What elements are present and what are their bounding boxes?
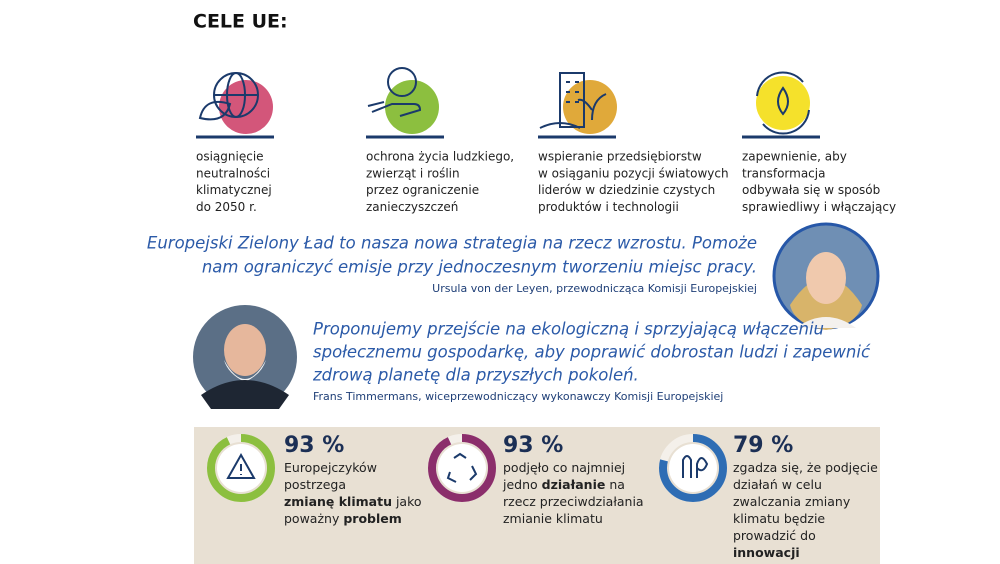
stat-line: klimatu będzie bbox=[733, 511, 825, 526]
quote-line: zdrową planetę dla przyszłych pokoleń. bbox=[312, 366, 639, 385]
ring-value bbox=[659, 434, 727, 502]
goal-text: zwierząt i roślin bbox=[366, 166, 460, 180]
stat-run: Europejczyków bbox=[284, 460, 377, 475]
stat-run: innowacji bbox=[733, 545, 800, 560]
quote-line: Europejski Zielony Ład to nasza nowa str… bbox=[147, 234, 757, 253]
stat-line: postrzega bbox=[284, 477, 346, 492]
heading: CELE UE: bbox=[193, 11, 288, 33]
quote-line: społecznemu gospodarkę, aby poprawić dob… bbox=[313, 343, 871, 362]
stat-line: zwalczania zmiany bbox=[733, 494, 851, 509]
percent: 79 % bbox=[733, 433, 793, 458]
goal-text: zanieczyszczeń bbox=[366, 200, 458, 214]
quote-author: Frans Timmermans, wiceprzewodniczący wyk… bbox=[313, 390, 723, 403]
stat-line: działań w celu bbox=[733, 477, 822, 492]
goal-text: osiągnięcie bbox=[196, 150, 264, 164]
stat-icon bbox=[682, 455, 709, 478]
quote-line: nam ograniczyć emisje przy jednoczesnym … bbox=[202, 258, 757, 277]
stat-line: zmianie klimatu bbox=[503, 511, 603, 526]
ring-inner bbox=[669, 444, 717, 492]
stat-line: innowacji bbox=[733, 545, 800, 560]
goal-text: ochrona życia ludzkiego, bbox=[366, 150, 514, 164]
stat-line: zmianę klimatu jako bbox=[284, 494, 422, 509]
goal-text: w osiąganiu pozycji światowych bbox=[538, 166, 729, 180]
percent: 93 % bbox=[503, 433, 563, 458]
photo-von-der-leyen bbox=[772, 222, 880, 330]
stat-line: podjęło co najmniej bbox=[503, 460, 625, 475]
stat-line: zgadza się, że podjęcie bbox=[733, 460, 878, 475]
goal-icons bbox=[196, 67, 820, 139]
goal-text: neutralności bbox=[196, 166, 270, 180]
photo-timmermans bbox=[193, 305, 297, 409]
stat-line: prowadzić do bbox=[733, 528, 816, 543]
goal-text: liderów w dziedzinie czystych bbox=[538, 183, 715, 197]
stat-run: prowadzić do bbox=[733, 528, 816, 543]
stat-run: zwalczania zmiany bbox=[733, 494, 851, 509]
goal-text: do 2050 r. bbox=[196, 200, 257, 214]
stat-run: klimatu będzie bbox=[733, 511, 825, 526]
stats-box bbox=[194, 427, 880, 564]
goal-text: produktów i technologii bbox=[538, 200, 679, 214]
ring-value bbox=[428, 434, 496, 502]
stat-line: Europejczyków bbox=[284, 460, 377, 475]
stat-run: rzecz przeciwdziałania bbox=[503, 494, 644, 509]
goal-text: sprawiedliwy i włączający bbox=[742, 200, 896, 214]
stat-run: jedno bbox=[502, 477, 542, 492]
goal-text: klimatycznej bbox=[196, 183, 272, 197]
stat-run: działań w celu bbox=[733, 477, 822, 492]
goal-text: wspieranie przedsiębiorstw bbox=[538, 150, 702, 164]
stat-icon bbox=[226, 452, 256, 479]
goal-text: transformacja bbox=[742, 166, 825, 180]
stat-line: rzecz przeciwdziałania bbox=[503, 494, 644, 509]
goal-text: przez ograniczenie bbox=[366, 183, 479, 197]
stat-run: na bbox=[605, 477, 625, 492]
stat-run: postrzega bbox=[284, 477, 346, 492]
stat-run: podjęło co najmniej bbox=[503, 460, 625, 475]
percent: 93 % bbox=[284, 433, 344, 458]
ring-value bbox=[207, 434, 275, 502]
stat-run: jako bbox=[392, 494, 422, 509]
stat-run: zmianę klimatu bbox=[284, 494, 392, 509]
quote-line: Proponujemy przejście na ekologiczną i s… bbox=[313, 320, 824, 339]
stat-line: poważny problem bbox=[284, 511, 402, 526]
stat-run: poważny bbox=[284, 511, 343, 526]
stat-run: działanie bbox=[542, 477, 606, 492]
ring-inner bbox=[438, 444, 486, 492]
goal-text: zapewnienie, aby bbox=[742, 150, 847, 164]
stat-icon bbox=[446, 452, 478, 483]
quote-author: Ursula von der Leyen, przewodnicząca Kom… bbox=[432, 282, 757, 295]
stat-line: jedno działanie na bbox=[502, 477, 625, 492]
stat-run: zmianie klimatu bbox=[503, 511, 603, 526]
stat-run: problem bbox=[343, 511, 401, 526]
goal-text: odbywała się w sposób bbox=[742, 183, 880, 197]
stat-run: zgadza się, że podjęcie bbox=[733, 460, 878, 475]
